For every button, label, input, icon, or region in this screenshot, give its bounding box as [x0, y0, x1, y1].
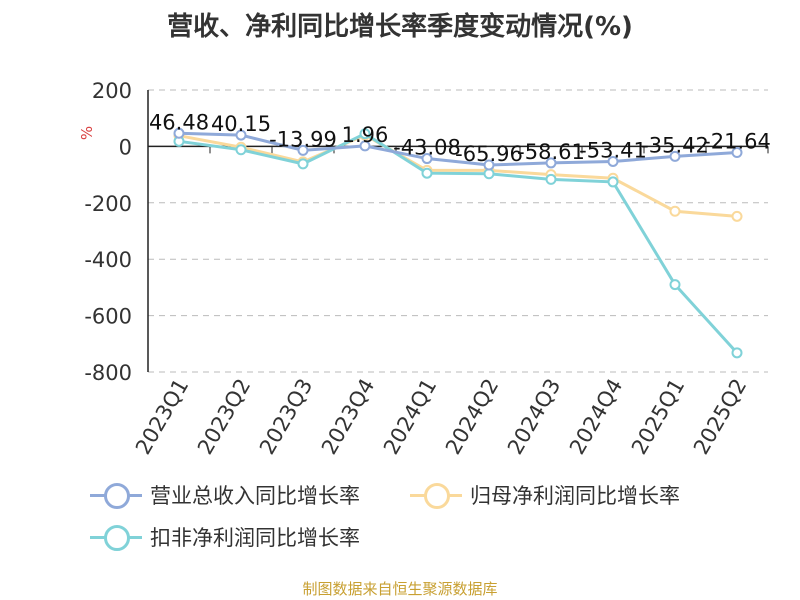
data-point — [731, 210, 743, 222]
legend-item-net-profit[interactable]: 归母净利润同比增长率 — [410, 480, 680, 510]
x-tick-label: 2024Q3 — [503, 375, 565, 459]
data-label: -53.41 — [579, 138, 647, 162]
legend: 营业总收入同比增长率 归母净利润同比增长率 扣非净利润同比增长率 — [0, 470, 800, 560]
y-tick-label: -400 — [84, 248, 132, 272]
data-label: 1.96 — [342, 123, 389, 147]
data-label: -13.99 — [269, 127, 337, 151]
data-point — [545, 173, 557, 185]
x-tick-label: 2024Q2 — [441, 375, 503, 459]
data-label: -21.64 — [703, 130, 771, 154]
series-line — [178, 131, 739, 354]
y-axis-label: % — [78, 126, 96, 140]
data-point — [297, 144, 309, 156]
y-tick-label: -200 — [84, 192, 132, 216]
data-point — [669, 279, 681, 291]
legend-swatch-revenue-icon — [90, 480, 142, 510]
data-point — [545, 157, 557, 169]
series-line — [178, 131, 738, 167]
source-note: 制图数据来自恒生聚源数据库 — [302, 580, 498, 598]
grid-layer — [148, 89, 768, 373]
x-tick-label: 2024Q1 — [379, 375, 441, 459]
data-point — [607, 155, 619, 167]
chart-title: 营收、净利同比增长率季度变动情况(%) — [167, 12, 633, 42]
legend-label-deducted-profit: 扣非净利润同比增长率 — [150, 526, 360, 550]
data-point — [731, 347, 743, 359]
data-point — [235, 144, 247, 156]
x-tick-label: 2025Q1 — [627, 375, 689, 459]
data-label: -65.96 — [455, 142, 523, 166]
data-label: -43.08 — [393, 136, 461, 160]
data-point — [669, 150, 681, 162]
data-label: -35.42 — [641, 133, 709, 157]
data-point — [669, 205, 681, 217]
data-point — [359, 140, 371, 152]
data-point — [235, 129, 247, 141]
x-tick-label: 2024Q4 — [565, 375, 627, 459]
y-tick-label: 0 — [119, 135, 132, 159]
legend-label-revenue: 营业总收入同比增长率 — [150, 484, 360, 508]
x-tick-label: 2025Q2 — [689, 375, 751, 459]
data-point — [359, 128, 371, 140]
data-point — [731, 147, 743, 159]
legend-swatch-deducted-profit-icon — [90, 522, 142, 552]
legend-item-revenue[interactable]: 营业总收入同比增长率 — [90, 480, 360, 510]
x-tick-label: 2023Q1 — [131, 375, 193, 459]
data-label-layer: 46.48 40.15-13.99 1.96-43.08-65.96-58.61-5… — [149, 110, 771, 166]
data-label: -58.61 — [517, 140, 585, 164]
data-point — [297, 158, 309, 170]
series-line — [178, 133, 738, 218]
data-point — [173, 127, 185, 139]
data-point — [483, 168, 495, 180]
y-tick-label: -800 — [84, 361, 132, 385]
y-tick-label: -600 — [84, 305, 132, 329]
data-point — [483, 159, 495, 171]
data-label: 40.15 — [211, 112, 271, 136]
y-tick-label: 200 — [92, 79, 132, 103]
legend-swatch-net-profit-icon — [410, 480, 462, 510]
x-tick-label: 2023Q3 — [255, 375, 317, 459]
legend-item-deducted-profit[interactable]: 扣非净利润同比增长率 — [90, 522, 360, 552]
data-point — [421, 153, 433, 165]
data-point — [421, 167, 433, 179]
x-tick-label: 2023Q2 — [193, 375, 255, 459]
data-point — [607, 176, 619, 188]
legend-label-net-profit: 归母净利润同比增长率 — [470, 484, 680, 508]
series-layer — [173, 127, 743, 359]
x-tick-label: 2023Q4 — [317, 375, 379, 459]
data-label: 46.48 — [149, 110, 209, 134]
